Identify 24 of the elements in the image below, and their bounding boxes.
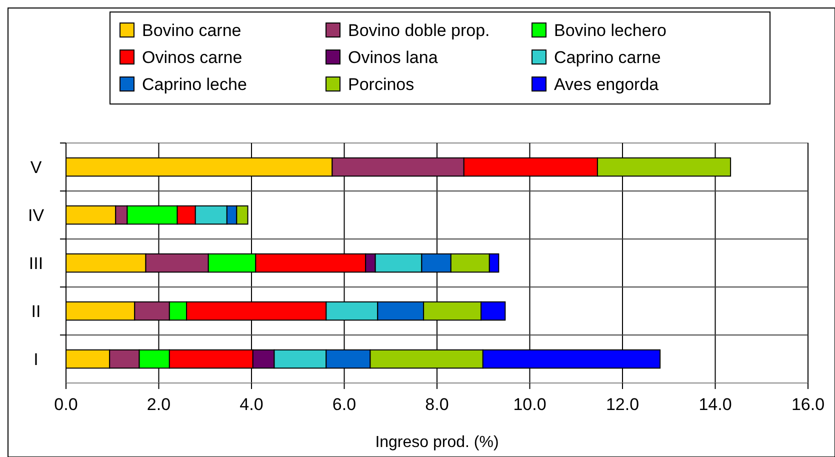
x-tick-label: 4.0	[240, 395, 264, 414]
y-tick-label: I	[34, 350, 38, 369]
legend-label: Aves engorda	[554, 74, 660, 94]
x-tick-label: 0.0	[54, 395, 78, 414]
x-tick-label: 2.0	[146, 395, 171, 414]
legend-label: Caprino carne	[554, 48, 661, 67]
y-tick-label: V	[30, 158, 42, 177]
x-tick-label: 10.0	[513, 395, 546, 414]
legend-label: Caprino leche	[142, 74, 247, 94]
x-tick-label: 12.0	[606, 395, 640, 414]
legend-label: Ovinos lana	[348, 48, 438, 67]
x-tick-label: 14.0	[698, 395, 732, 414]
x-tick-label: 8.0	[425, 395, 449, 414]
legend-label: Bovino carne	[142, 20, 242, 40]
legend-label: Bovino lechero	[554, 20, 666, 40]
legend-label: Ovinos carne	[142, 48, 242, 67]
legend-label: Porcinos	[348, 74, 414, 94]
x-tick-label: 6.0	[332, 395, 356, 414]
x-tick-label: 16.0	[791, 395, 825, 414]
x-axis-title: Ingreso prod. (%)	[375, 434, 499, 451]
legend-label: Bovino doble prop.	[348, 20, 490, 40]
y-tick-label: III	[28, 254, 44, 273]
y-tick-label: IV	[28, 206, 45, 225]
y-tick-label: II	[31, 302, 41, 321]
